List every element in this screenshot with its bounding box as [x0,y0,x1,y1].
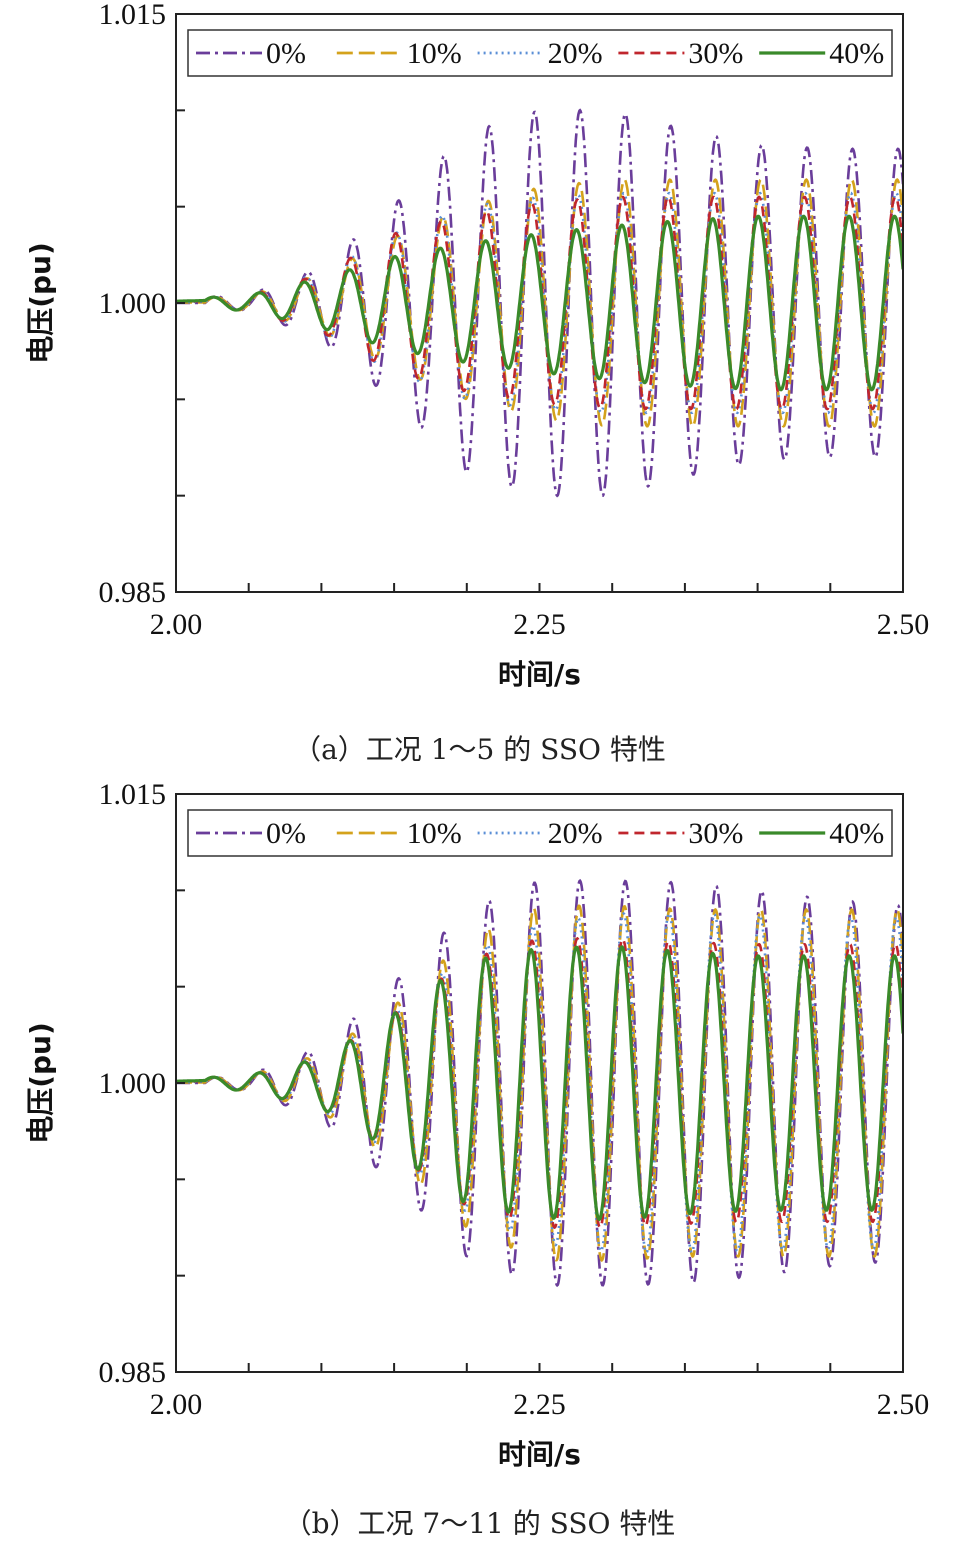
legend-label-0pct: 0% [266,37,306,70]
caption-a: （a）工况 1～5 的 SSO 特性 [293,733,666,766]
caption-b: （b）工况 7～11 的 SSO 特性 [283,1507,676,1540]
series-line-20pct [176,911,903,1255]
x-tick-label: 2.50 [877,608,930,641]
y-tick-label: 1.000 [99,287,167,320]
x-tick-label: 2.00 [150,1388,203,1421]
x-tick-label: 2.25 [513,1388,566,1421]
x-tick-label: 2.00 [150,608,203,641]
legend-label-20pct: 20% [548,37,603,70]
chart-panel-b: 0.985 1.000 1.015 2.00 2.25 2.50 时间/s 电压(pu) 0% 1… [0,778,959,1553]
y-tick-label: 0.985 [99,576,167,609]
chart-panel-a: 0.985 1.000 1.015 2.00 2.25 2.50 时间/s 电压(pu) 0% 1… [24,0,930,766]
legend-label-0pct: 0% [266,817,306,850]
series-line-40pct [176,214,903,392]
y-axis-title: 电压(pu) [24,1022,57,1144]
y-axis-title: 电压(pu) [24,242,57,364]
legend-label-40pct: 40% [829,37,884,70]
x-tick-label: 2.25 [513,608,566,641]
legend-label-10pct: 10% [407,817,462,850]
legend-label-30pct: 30% [688,817,743,850]
series-line-10pct [176,178,903,428]
y-tick-label: 1.015 [99,0,167,31]
series-group [176,878,903,1288]
x-tick-label: 2.50 [877,1388,930,1421]
x-axis-title: 时间/s [498,1438,581,1471]
series-line-0pct [176,108,903,498]
chart-a-svg: 0.985 1.000 1.015 2.00 2.25 2.50 时间/s 电压(pu) 0% 1… [24,0,930,691]
series-line-40pct [176,945,903,1222]
y-tick-label: 1.015 [99,778,167,811]
legend: 0% 10% 20% 30% 40% [187,809,893,857]
chart-b-svg: 0.985 1.000 1.015 2.00 2.25 2.50 时间/s 电压(pu) 0% 1… [24,778,930,1471]
y-tick-label: 0.985 [99,1356,167,1389]
legend-label-10pct: 10% [407,37,462,70]
series-group [176,108,903,498]
y-tick-label: 1.000 [99,1067,167,1100]
legend-label-30pct: 30% [688,37,743,70]
legend-label-40pct: 40% [829,817,884,850]
x-axis-title: 时间/s [498,658,581,691]
legend: 0% 10% 20% 30% 40% [187,29,893,77]
legend-label-20pct: 20% [548,817,603,850]
